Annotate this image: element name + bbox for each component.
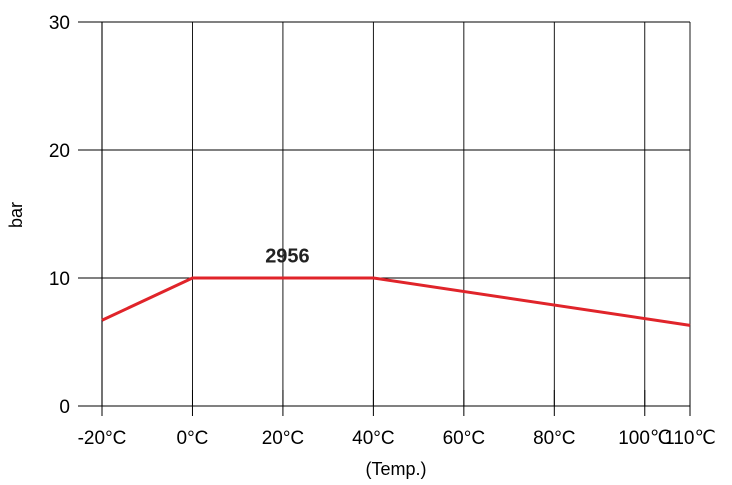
y-axis-title: bar [6,202,26,228]
y-tick-label: 0 [59,397,70,418]
y-tick-label: 30 [49,13,70,34]
y-tick-label: 10 [49,269,70,290]
x-tick-label: 80°C [533,428,575,449]
grid-lines [102,21,691,406]
x-tick-label: 100℃ [618,428,671,449]
axes [78,21,691,416]
series-data-label: 2956 [265,246,310,268]
y-tick-label: 20 [49,141,70,162]
series-line [101,276,691,327]
x-tick-label: -20°C [78,428,127,449]
x-tick-label: 40°C [352,428,394,449]
x-tick-label: 60°C [443,428,485,449]
x-tick-label: 0°C [177,428,209,449]
x-axis-title: (Temp.) [365,459,426,479]
x-tick-label: 110℃ [664,428,716,449]
series-layer [101,276,691,327]
x-tick-label: 20°C [262,428,304,449]
